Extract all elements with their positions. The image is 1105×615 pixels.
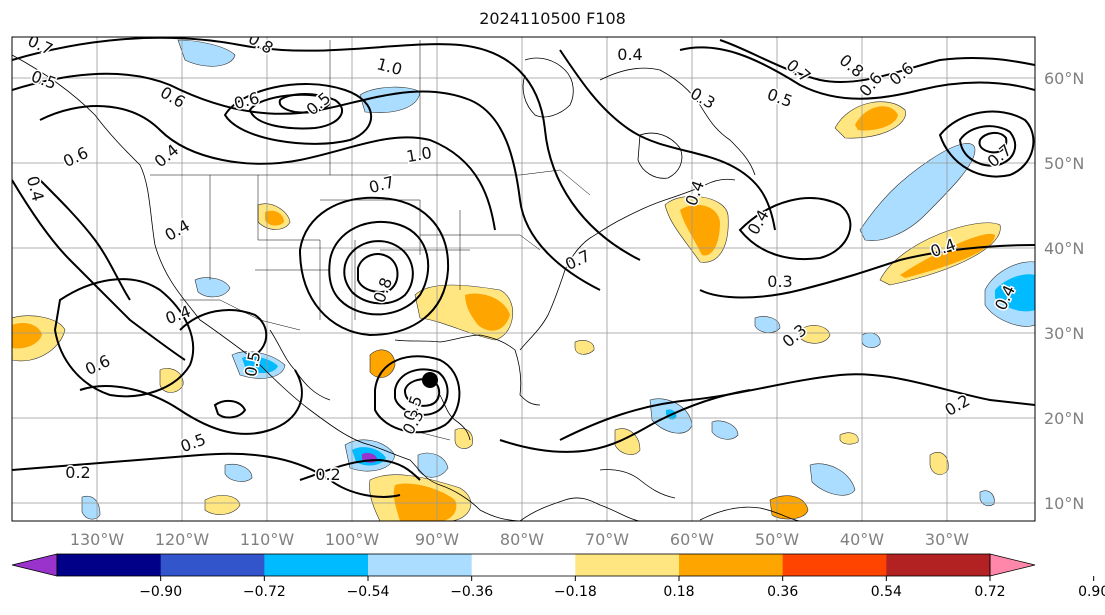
colorbar-segment — [679, 554, 784, 576]
lon-label: 130°W — [70, 530, 125, 549]
longitude-axis: 130°W 120°W 110°W 100°W 90°W 80°W 70°W 6… — [70, 530, 969, 549]
warm-anomaly-shade — [769, 495, 809, 520]
warm-anomaly-shade — [369, 349, 396, 378]
colorbar-tick-label: 0.54 — [871, 584, 902, 600]
warm-anomaly-shade — [465, 293, 510, 331]
contour-label: 0.2 — [315, 465, 340, 484]
cool-anomaly-shade — [81, 495, 101, 520]
lat-label: 50°N — [1044, 154, 1084, 173]
colorbar-tick-labels: −0.90 −0.72 −0.54 −0.36 −0.18 0.18 0.36 0.54 0.7… — [139, 576, 1105, 600]
cool-anomaly-shade — [859, 143, 976, 241]
lat-label: 40°N — [1044, 239, 1084, 258]
colorbar-segment — [57, 554, 162, 576]
map-title: 2024110500 F108 — [479, 9, 626, 28]
lat-label: 10°N — [1044, 494, 1084, 513]
colorbar-extend-low — [11, 553, 58, 577]
warm-anomaly-shade — [393, 483, 457, 521]
warm-anomaly-shade — [12, 323, 42, 349]
cool-anomaly-shade — [754, 316, 781, 333]
colorbar-segment — [160, 554, 265, 576]
lon-label: 60°W — [670, 530, 714, 549]
lat-label: 60°N — [1044, 69, 1084, 88]
lon-label: 50°W — [755, 530, 799, 549]
cool-anomaly-shade — [979, 490, 995, 507]
colorbar-tick-label: 0.72 — [974, 584, 1005, 600]
colorbar-segment — [782, 554, 887, 576]
cool-anomaly-shade — [224, 463, 253, 482]
warm-anomaly-shade — [574, 340, 595, 355]
lon-label: 30°W — [925, 530, 969, 549]
colorbar-outline — [56, 553, 991, 577]
colorbar — [11, 553, 1036, 577]
warm-anomaly-shade — [929, 451, 949, 475]
colorbar-tick-label: 0.36 — [767, 584, 798, 600]
colorbar-segment — [886, 554, 991, 576]
colorbar-tick-label: 0.18 — [663, 584, 694, 600]
colorbar-tick-label: 0.90 — [1078, 584, 1105, 600]
warm-anomaly-shade — [265, 210, 284, 226]
lon-label: 40°W — [840, 530, 884, 549]
lon-label: 70°W — [585, 530, 629, 549]
warm-anomaly-shade — [680, 204, 720, 256]
warm-anomaly-shade — [204, 495, 241, 515]
lon-label: 80°W — [500, 530, 544, 549]
colorbar-extend-high — [989, 553, 1036, 577]
warm-anomaly-shade — [855, 106, 898, 131]
cool-anomaly-shade — [711, 420, 739, 440]
map-frame — [11, 36, 1036, 522]
colorbar-segment — [264, 554, 369, 576]
latitude-axis: 60°N 50°N 40°N 30°N 20°N 10°N — [1044, 69, 1084, 513]
warm-anomaly-shade — [799, 325, 831, 344]
colorbar-tick-label: −0.90 — [139, 584, 182, 600]
colorbar-tick-label: −0.54 — [347, 584, 390, 600]
colorbar-segment — [575, 554, 680, 576]
colorbar-tick-label: −0.72 — [243, 584, 286, 600]
storm-center-marker — [422, 372, 438, 388]
lat-label: 30°N — [1044, 324, 1084, 343]
colorbar-tick-label: −0.18 — [554, 584, 597, 600]
cool-anomaly-shade — [995, 274, 1035, 312]
lon-label: 110°W — [240, 530, 295, 549]
colorbar-tick-label: −0.36 — [450, 584, 493, 600]
contour-label: 0.4 — [617, 45, 642, 64]
cool-anomaly-shade — [809, 463, 856, 496]
shading-layer — [12, 39, 1035, 521]
lon-label: 100°W — [325, 530, 380, 549]
warm-anomaly-shade — [900, 233, 995, 278]
contour-label: 0.3 — [767, 272, 792, 291]
cool-anomaly-shade — [194, 277, 231, 298]
contour-label: 0.2 — [65, 463, 90, 482]
colorbar-segment — [471, 554, 576, 576]
lon-label: 120°W — [155, 530, 210, 549]
warm-anomaly-shade — [839, 432, 859, 445]
lon-label: 90°W — [415, 530, 459, 549]
lat-label: 20°N — [1044, 409, 1084, 428]
cool-anomaly-shade — [177, 39, 236, 67]
colorbar-segment — [368, 554, 473, 576]
contour-lines — [12, 37, 1035, 498]
